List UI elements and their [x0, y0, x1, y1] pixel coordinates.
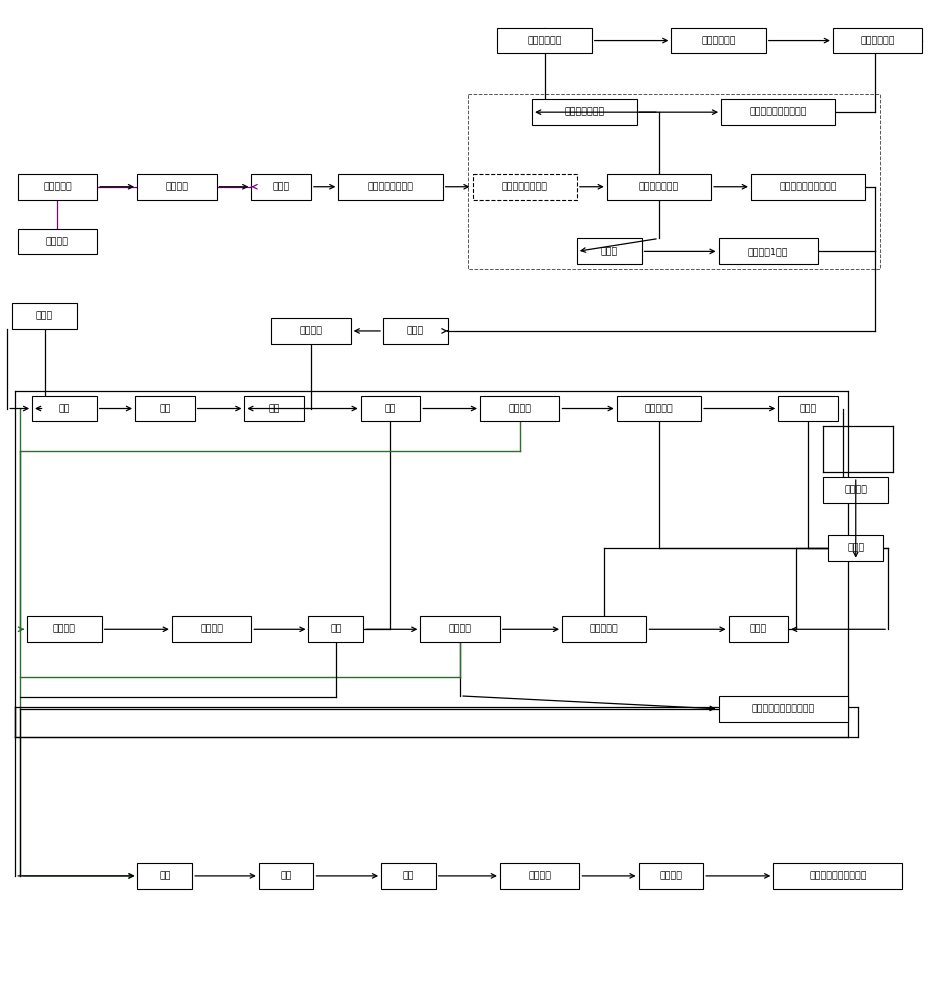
FancyBboxPatch shape — [532, 99, 637, 125]
FancyBboxPatch shape — [828, 535, 884, 561]
Text: 去白炭黑: 去白炭黑 — [845, 486, 867, 495]
FancyBboxPatch shape — [383, 318, 448, 344]
Text: 结晶: 结晶 — [384, 404, 397, 413]
FancyBboxPatch shape — [718, 238, 818, 264]
FancyBboxPatch shape — [28, 616, 102, 642]
Text: 按实施例1实施: 按实施例1实施 — [748, 247, 789, 256]
FancyBboxPatch shape — [751, 174, 865, 200]
FancyBboxPatch shape — [361, 396, 420, 421]
FancyBboxPatch shape — [473, 174, 577, 200]
FancyBboxPatch shape — [617, 396, 701, 421]
Text: 蒸发: 蒸发 — [280, 871, 292, 880]
Text: 蒸发: 蒸发 — [269, 404, 280, 413]
Text: 结晶: 结晶 — [402, 871, 414, 880]
Text: 急冷器直冷加间冷: 急冷器直冷加间冷 — [502, 182, 548, 191]
FancyBboxPatch shape — [18, 229, 97, 254]
Text: 四氯化锆: 四氯化锆 — [300, 326, 323, 335]
FancyBboxPatch shape — [244, 396, 304, 421]
Text: 裂垢器: 裂垢器 — [407, 326, 424, 335]
FancyBboxPatch shape — [721, 99, 835, 125]
Text: 四氯化硅直接蒸馏: 四氯化硅直接蒸馏 — [367, 182, 414, 191]
FancyBboxPatch shape — [562, 616, 646, 642]
FancyBboxPatch shape — [18, 174, 97, 200]
Text: 四氯化硅固体单独处理: 四氯化硅固体单独处理 — [750, 108, 807, 117]
FancyBboxPatch shape — [577, 238, 642, 264]
FancyBboxPatch shape — [271, 318, 351, 344]
Text: 四氯化硅漂洗: 四氯化硅漂洗 — [528, 36, 562, 45]
Text: 蒸发酸: 蒸发酸 — [847, 543, 865, 552]
FancyBboxPatch shape — [338, 174, 442, 200]
FancyBboxPatch shape — [135, 396, 195, 421]
Text: 过滤洗涤: 过滤洗涤 — [449, 625, 472, 634]
Text: 过滤洗涤: 过滤洗涤 — [528, 871, 551, 880]
FancyBboxPatch shape — [32, 396, 97, 421]
FancyBboxPatch shape — [381, 863, 436, 889]
FancyBboxPatch shape — [729, 616, 789, 642]
Text: 二级气固分离器: 二级气固分离器 — [565, 108, 605, 117]
Text: 四氯化硅固体单独处理: 四氯化硅固体单独处理 — [779, 182, 837, 191]
Text: 过滤: 过滤 — [159, 404, 171, 413]
Text: 四氯化硅精馏: 四氯化硅精馏 — [701, 36, 735, 45]
Text: 结晶体溶解: 结晶体溶解 — [590, 625, 619, 634]
Text: 炉窑料仓: 炉窑料仓 — [165, 182, 188, 191]
FancyBboxPatch shape — [824, 477, 888, 503]
FancyBboxPatch shape — [500, 863, 580, 889]
Text: 水解液: 水解液 — [750, 625, 767, 634]
FancyBboxPatch shape — [778, 396, 838, 421]
Text: 水解液: 水解液 — [799, 404, 817, 413]
FancyBboxPatch shape — [480, 396, 560, 421]
FancyBboxPatch shape — [137, 174, 216, 200]
Text: 一级气固分离器: 一级气固分离器 — [639, 182, 679, 191]
FancyBboxPatch shape — [833, 28, 922, 53]
Text: 水解: 水解 — [59, 404, 70, 413]
FancyBboxPatch shape — [420, 616, 500, 642]
FancyBboxPatch shape — [497, 28, 592, 53]
FancyBboxPatch shape — [718, 696, 847, 722]
FancyBboxPatch shape — [773, 863, 902, 889]
Text: 纯化水: 纯化水 — [36, 312, 53, 321]
FancyBboxPatch shape — [639, 863, 703, 889]
FancyBboxPatch shape — [251, 174, 311, 200]
Text: 离心分离: 离心分离 — [660, 871, 682, 880]
Text: 过滤洗涤: 过滤洗涤 — [509, 404, 531, 413]
FancyBboxPatch shape — [606, 174, 711, 200]
Text: 加压蒸发: 加压蒸发 — [200, 625, 223, 634]
Text: 氯化炉: 氯化炉 — [272, 182, 289, 191]
Text: 二次母液萃取三氧化二锆: 二次母液萃取三氧化二锆 — [752, 704, 815, 713]
FancyBboxPatch shape — [308, 616, 363, 642]
Text: 一次母液: 一次母液 — [53, 625, 76, 634]
FancyBboxPatch shape — [259, 863, 313, 889]
Text: 急冷器: 急冷器 — [601, 247, 618, 256]
Text: 结晶: 结晶 — [330, 625, 342, 634]
Text: 包装高纯氧氯化锆产品: 包装高纯氧氯化锆产品 — [809, 871, 866, 880]
FancyBboxPatch shape — [138, 863, 192, 889]
FancyBboxPatch shape — [172, 616, 251, 642]
FancyBboxPatch shape — [12, 303, 77, 329]
FancyBboxPatch shape — [671, 28, 766, 53]
Text: 过滤: 过滤 — [159, 871, 171, 880]
Text: 液氯气化: 液氯气化 — [46, 237, 69, 246]
Text: 混料、加热: 混料、加热 — [43, 182, 72, 191]
Text: 四氯化硅产品: 四氯化硅产品 — [861, 36, 895, 45]
Text: 结晶体溶解: 结晶体溶解 — [644, 404, 673, 413]
